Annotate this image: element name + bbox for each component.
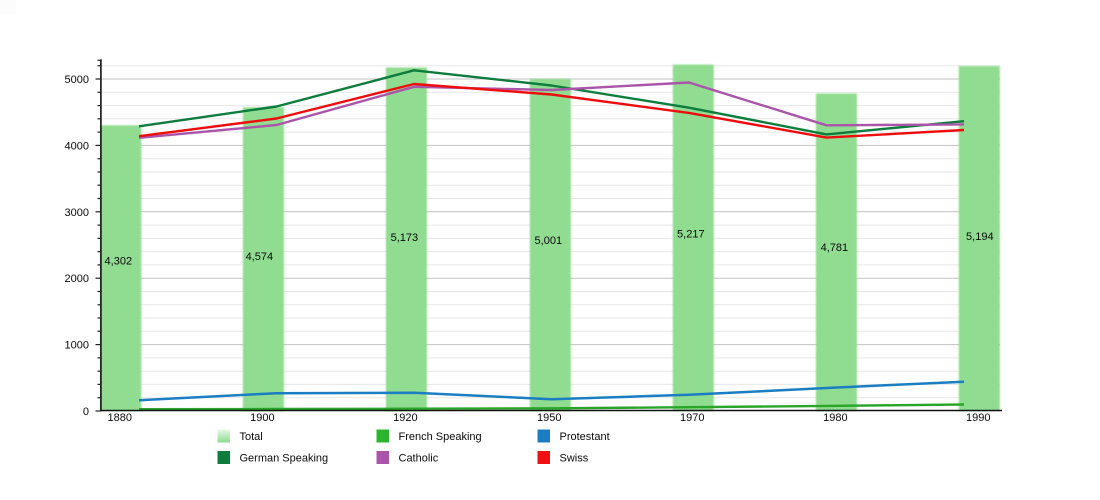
svg-text:5,173: 5,173 xyxy=(391,232,419,244)
svg-text:5000: 5000 xyxy=(65,74,89,86)
svg-text:German Speaking: German Speaking xyxy=(240,453,329,465)
svg-text:3000: 3000 xyxy=(65,207,89,219)
svg-text:1880: 1880 xyxy=(108,412,132,424)
svg-text:1000: 1000 xyxy=(65,340,89,352)
svg-text:Total: Total xyxy=(240,431,263,443)
svg-text:4,302: 4,302 xyxy=(105,256,133,268)
svg-text:5,001: 5,001 xyxy=(535,235,563,247)
svg-text:0: 0 xyxy=(83,406,89,418)
svg-text:5,194: 5,194 xyxy=(966,231,994,243)
svg-text:1990: 1990 xyxy=(966,412,990,424)
svg-text:1920: 1920 xyxy=(393,412,417,424)
svg-text:4000: 4000 xyxy=(65,140,89,152)
svg-text:Swiss: Swiss xyxy=(560,453,589,465)
svg-text:2000: 2000 xyxy=(65,273,89,285)
svg-text:5,217: 5,217 xyxy=(677,229,705,241)
svg-text:Protestant: Protestant xyxy=(560,431,610,443)
svg-text:1980: 1980 xyxy=(823,412,847,424)
svg-text:4,781: 4,781 xyxy=(821,242,849,254)
svg-text:1900: 1900 xyxy=(250,412,274,424)
svg-text:Catholic: Catholic xyxy=(399,453,439,465)
svg-text:1970: 1970 xyxy=(680,412,704,424)
svg-text:French Speaking: French Speaking xyxy=(399,431,482,443)
svg-text:4,574: 4,574 xyxy=(246,251,274,263)
svg-text:1950: 1950 xyxy=(537,412,561,424)
